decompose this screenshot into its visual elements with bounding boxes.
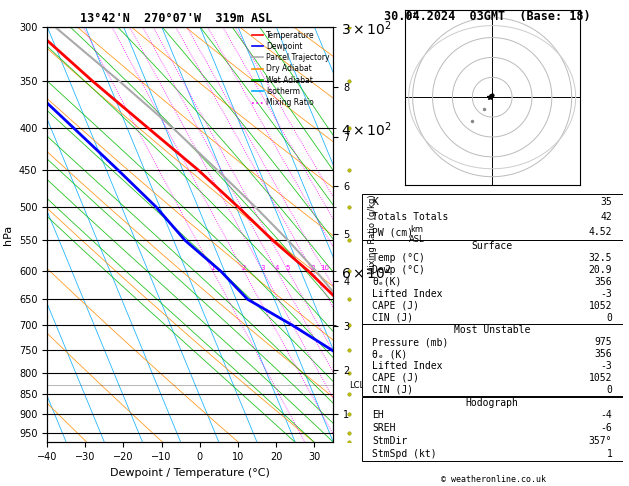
Text: K: K: [372, 197, 378, 207]
Text: -3: -3: [601, 289, 612, 299]
Text: 20.9: 20.9: [589, 265, 612, 275]
Text: EH: EH: [372, 410, 384, 420]
Text: CIN (J): CIN (J): [372, 312, 413, 323]
Text: Most Unstable: Most Unstable: [454, 325, 530, 335]
Bar: [362, 241, 623, 324]
Text: StmSpd (kt): StmSpd (kt): [372, 450, 437, 459]
Text: CAPE (J): CAPE (J): [372, 301, 419, 311]
Text: 975: 975: [594, 337, 612, 347]
Bar: [362, 194, 623, 240]
Text: 356: 356: [594, 277, 612, 287]
Text: 0: 0: [606, 385, 612, 395]
Text: CIN (J): CIN (J): [372, 385, 413, 395]
Text: 356: 356: [594, 349, 612, 359]
Text: Temp (°C): Temp (°C): [372, 253, 425, 263]
Text: kt: kt: [407, 11, 418, 19]
Text: 1052: 1052: [589, 373, 612, 383]
Text: 1: 1: [606, 450, 612, 459]
Text: 42: 42: [601, 212, 612, 222]
Text: LCL: LCL: [349, 381, 364, 390]
Text: 13°42'N  270°07'W  319m ASL: 13°42'N 270°07'W 319m ASL: [80, 12, 272, 25]
Y-axis label: km
ASL: km ASL: [409, 225, 425, 244]
Text: 2: 2: [242, 265, 246, 271]
Text: 3: 3: [260, 265, 265, 271]
Text: SREH: SREH: [372, 423, 396, 433]
Bar: [362, 325, 623, 396]
Text: Pressure (mb): Pressure (mb): [372, 337, 448, 347]
Text: 32.5: 32.5: [589, 253, 612, 263]
Text: 357°: 357°: [589, 436, 612, 446]
Text: Totals Totals: Totals Totals: [372, 212, 448, 222]
Text: -6: -6: [601, 423, 612, 433]
Text: Lifted Index: Lifted Index: [372, 289, 443, 299]
Text: 35: 35: [601, 197, 612, 207]
Text: θₑ (K): θₑ (K): [372, 349, 408, 359]
Text: 0: 0: [606, 312, 612, 323]
Text: Mixing Ratio (g/kg): Mixing Ratio (g/kg): [368, 195, 377, 274]
Text: 30.04.2024  03GMT  (Base: 18): 30.04.2024 03GMT (Base: 18): [384, 10, 591, 23]
Y-axis label: hPa: hPa: [3, 225, 13, 244]
Text: 8: 8: [310, 265, 314, 271]
Text: 5: 5: [286, 265, 291, 271]
Text: 10: 10: [320, 265, 329, 271]
X-axis label: Dewpoint / Temperature (°C): Dewpoint / Temperature (°C): [110, 468, 270, 478]
Text: Hodograph: Hodograph: [465, 398, 519, 408]
Text: © weatheronline.co.uk: © weatheronline.co.uk: [442, 474, 546, 484]
Legend: Temperature, Dewpoint, Parcel Trajectory, Dry Adiabat, Wet Adiabat, Isotherm, Mi: Temperature, Dewpoint, Parcel Trajectory…: [248, 28, 333, 110]
Text: PW (cm): PW (cm): [372, 227, 413, 237]
Text: CAPE (J): CAPE (J): [372, 373, 419, 383]
Text: Dewp (°C): Dewp (°C): [372, 265, 425, 275]
Text: Lifted Index: Lifted Index: [372, 361, 443, 371]
Text: 4: 4: [275, 265, 279, 271]
Text: 1: 1: [211, 265, 215, 271]
Text: -3: -3: [601, 361, 612, 371]
Text: StmDir: StmDir: [372, 436, 408, 446]
Text: 1052: 1052: [589, 301, 612, 311]
Text: Surface: Surface: [472, 242, 513, 251]
Bar: [362, 397, 623, 461]
Text: 4.52: 4.52: [589, 227, 612, 237]
Text: θₑ(K): θₑ(K): [372, 277, 401, 287]
Text: -4: -4: [601, 410, 612, 420]
